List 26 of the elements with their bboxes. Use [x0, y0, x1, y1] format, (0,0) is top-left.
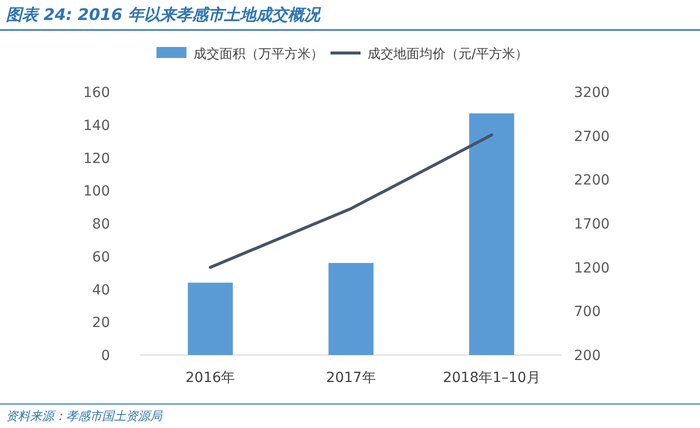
- text: 资料来源：孝感市国土资源局: [6, 409, 163, 423]
- bar: [188, 282, 233, 355]
- bar: [469, 113, 514, 355]
- y-tick-label: 40: [92, 282, 110, 298]
- legend-label: 成交面积（万平方米）: [194, 46, 324, 62]
- y-tick-label: 120: [83, 150, 110, 167]
- x-tick-label: 2016年: [186, 370, 236, 386]
- y2-tick-label: 3200: [574, 85, 610, 101]
- y2-tick-label: 1200: [574, 260, 610, 276]
- legend-label: 成交地面均价（元/平方米）: [368, 46, 528, 62]
- bar: [328, 262, 374, 355]
- y2-tick-label: 200: [574, 348, 601, 364]
- y-tick-label: 20: [92, 315, 110, 332]
- y2-tick-label: 2700: [574, 128, 610, 145]
- y2-tick-label: 2200: [574, 172, 610, 189]
- x-tick-label: 2017年: [326, 370, 376, 386]
- x-tick-label: 2018年1–10月: [442, 370, 540, 386]
- y-tick-label: 100: [83, 184, 110, 200]
- y-tick-label: 140: [83, 118, 110, 134]
- y-tick-label: 0: [101, 348, 110, 364]
- y2-tick-label: 700: [574, 304, 601, 320]
- y-tick-label: 160: [83, 85, 110, 101]
- y-tick-label: 80: [92, 216, 110, 232]
- y-tick-label: 60: [92, 249, 110, 266]
- y2-tick-label: 1700: [574, 216, 610, 232]
- chart-title: 图表 24: 2016 年以来孝感市土地成交概况: [6, 5, 322, 24]
